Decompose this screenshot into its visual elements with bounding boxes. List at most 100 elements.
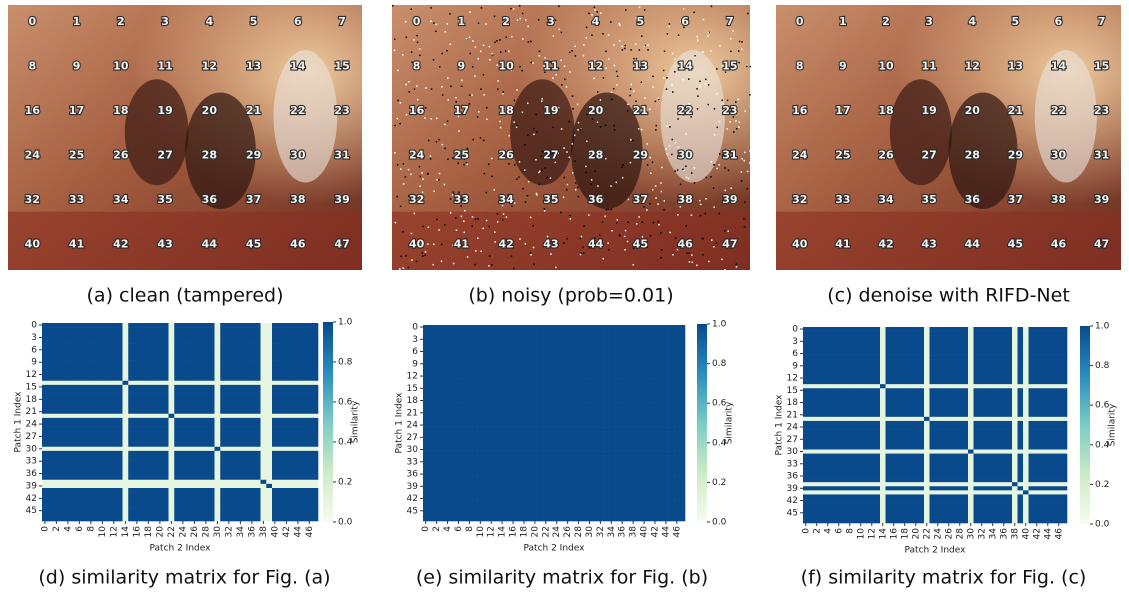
heatmap-cell xyxy=(226,509,232,513)
heatmap-cell xyxy=(489,411,495,415)
heatmap-cell xyxy=(197,414,203,418)
heatmap-cell xyxy=(243,397,249,401)
heatmap-cell xyxy=(423,345,429,349)
heatmap-cell xyxy=(128,472,134,476)
heatmap-cell xyxy=(243,414,249,418)
heatmap-cell xyxy=(658,333,664,337)
noise-dot xyxy=(696,88,698,90)
heatmap-cell xyxy=(603,435,609,439)
heatmap-cell xyxy=(209,459,215,463)
heatmap-cell xyxy=(445,382,451,386)
heatmap-cell xyxy=(146,517,152,521)
heatmap-cell xyxy=(505,329,511,333)
heatmap-cell xyxy=(71,327,77,331)
photo-panel: 0123456789101112131415161718192021222324… xyxy=(8,5,362,307)
heatmap-cell xyxy=(100,356,106,360)
heatmap-cell xyxy=(48,344,54,348)
heatmap-cell xyxy=(134,356,140,360)
heatmap-cell xyxy=(54,344,60,348)
heatmap-cell xyxy=(521,333,527,337)
heatmap-cell xyxy=(669,362,675,366)
noise-dot xyxy=(441,244,443,246)
heatmap-cell xyxy=(255,323,261,327)
y-tick-label: 12 xyxy=(26,370,37,380)
heatmap-cell xyxy=(478,443,484,447)
noise-dot xyxy=(657,203,659,205)
heatmap-cell xyxy=(186,480,192,484)
heatmap-cell xyxy=(445,468,451,472)
heatmap-cell xyxy=(532,423,538,427)
heatmap-cell xyxy=(215,476,221,480)
noise-dot xyxy=(672,53,674,55)
heatmap-cell xyxy=(554,452,560,456)
patch-label: 15 xyxy=(722,60,737,73)
heatmap-cell xyxy=(532,374,538,378)
heatmap-cell xyxy=(117,364,123,368)
heatmap-cell xyxy=(505,415,511,419)
heatmap-cell xyxy=(570,423,576,427)
heatmap-cell xyxy=(423,390,429,394)
heatmap-cell xyxy=(134,492,140,496)
heatmap-cell xyxy=(169,467,175,471)
heatmap-cell xyxy=(456,329,462,333)
heatmap-cell xyxy=(192,422,198,426)
heatmap-cell xyxy=(88,331,94,335)
heatmap-cell xyxy=(428,390,434,394)
noise-dot xyxy=(417,99,419,101)
heatmap-cell xyxy=(266,389,272,393)
heatmap-cell xyxy=(128,373,134,377)
patch-label: 16 xyxy=(25,104,41,117)
heatmap-cell xyxy=(587,325,593,329)
heatmap-cell xyxy=(483,460,489,464)
heatmap-cell xyxy=(88,434,94,438)
heatmap-cell xyxy=(123,459,129,463)
heatmap-cell xyxy=(146,447,152,451)
heatmap-cell xyxy=(220,356,226,360)
heatmap-cell xyxy=(576,464,582,468)
heatmap-cell xyxy=(647,460,653,464)
noise-dot xyxy=(530,254,532,256)
heatmap-cell xyxy=(445,423,451,427)
heatmap-cell xyxy=(289,364,295,368)
heatmap-cell xyxy=(625,452,631,456)
heatmap-cell xyxy=(226,331,232,335)
heatmap-cell xyxy=(532,403,538,407)
noise-dot xyxy=(408,91,410,93)
heatmap-cell xyxy=(48,509,54,513)
heatmap-cell xyxy=(483,374,489,378)
heatmap-cell xyxy=(423,325,429,329)
heatmap-cell xyxy=(215,331,221,335)
heatmap-cell xyxy=(123,344,129,348)
heatmap-cell xyxy=(312,410,318,414)
heatmap-cell xyxy=(445,403,451,407)
heatmap-cell xyxy=(146,327,152,331)
heatmap-cell xyxy=(592,435,598,439)
heatmap-cell xyxy=(598,325,604,329)
heatmap-cell xyxy=(439,386,445,390)
heatmap-cell xyxy=(111,410,117,414)
heatmap-cell xyxy=(146,335,152,339)
heatmap-cell xyxy=(94,414,100,418)
heatmap-cell xyxy=(592,394,598,398)
heatmap-cell xyxy=(249,335,255,339)
heatmap-cell xyxy=(261,451,267,455)
caption: (b) noisy (prob=0.01) xyxy=(468,285,673,307)
heatmap-cell xyxy=(249,451,255,455)
heatmap-cell xyxy=(266,476,272,480)
heatmap-cell xyxy=(215,455,221,459)
heatmap-cell xyxy=(312,422,318,426)
heatmap-cell xyxy=(192,484,198,488)
heatmap-cell xyxy=(186,401,192,405)
patch-label: 47 xyxy=(722,238,737,251)
heatmap-cell xyxy=(663,423,669,427)
noise-dot xyxy=(744,111,746,113)
heatmap-cell xyxy=(565,427,571,431)
noise-dot xyxy=(603,77,605,79)
heatmap-cell xyxy=(674,350,680,354)
heatmap-cell xyxy=(630,325,636,329)
heatmap-cell xyxy=(146,492,152,496)
heatmap-cell xyxy=(272,509,278,513)
heatmap-cell xyxy=(82,509,88,513)
heatmap-cell xyxy=(169,480,175,484)
heatmap-cell xyxy=(266,496,272,500)
